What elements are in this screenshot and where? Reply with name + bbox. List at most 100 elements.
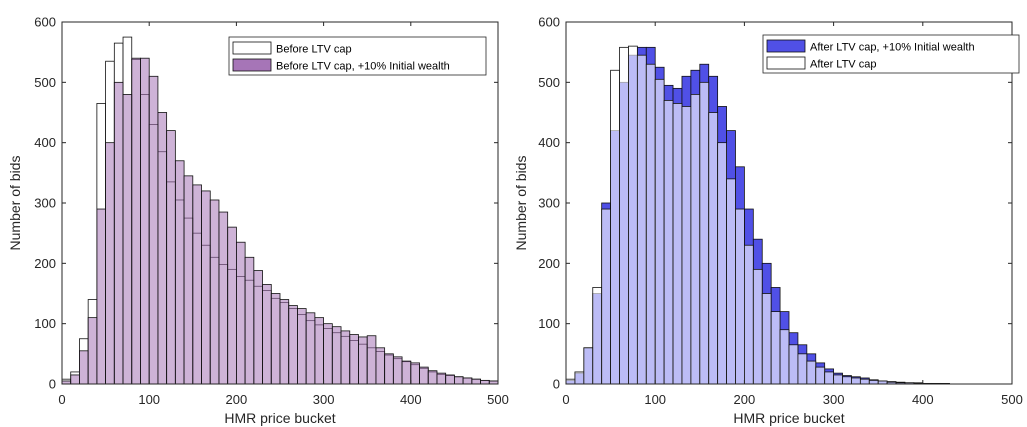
bar xyxy=(797,353,808,385)
y-tick-label: 300 xyxy=(34,196,56,211)
bar xyxy=(270,293,281,385)
bar xyxy=(672,103,683,385)
bar xyxy=(401,360,412,385)
legend-label: Before LTV cap xyxy=(276,44,352,56)
legend-box xyxy=(228,36,487,76)
bar xyxy=(113,81,124,385)
bar xyxy=(262,284,272,385)
bar xyxy=(480,379,490,385)
bar xyxy=(305,312,316,385)
legend-box xyxy=(762,34,1020,74)
x-tick-label: 200 xyxy=(226,392,248,407)
bar xyxy=(610,69,620,385)
legend-label: Before LTV cap, +10% Initial wealth xyxy=(276,61,450,73)
bar xyxy=(645,63,656,385)
bar xyxy=(565,378,576,385)
y-tick-label: 500 xyxy=(34,75,56,90)
x-tick-label: 0 xyxy=(562,392,569,407)
bar xyxy=(833,374,843,385)
bar xyxy=(859,378,870,385)
bar xyxy=(574,371,585,385)
bar xyxy=(636,54,647,385)
legend-swatch xyxy=(232,58,272,72)
x-axis-label: HMR price bucket xyxy=(224,410,335,426)
bar xyxy=(436,372,447,385)
y-tick-label: 400 xyxy=(538,135,560,150)
bar xyxy=(681,106,692,385)
bar xyxy=(726,178,736,385)
bar xyxy=(183,175,194,385)
bar xyxy=(410,362,420,385)
x-tick-label: 400 xyxy=(400,392,422,407)
bar xyxy=(218,211,229,385)
legend-swatch xyxy=(232,41,272,55)
bar xyxy=(471,378,481,385)
x-tick-label: 100 xyxy=(138,392,160,407)
bar xyxy=(253,270,263,385)
x-tick-label: 300 xyxy=(313,392,335,407)
bar xyxy=(663,100,674,385)
bar xyxy=(166,130,176,385)
bar xyxy=(384,353,394,385)
bar xyxy=(770,311,781,385)
bar xyxy=(735,208,745,385)
bar xyxy=(192,184,202,385)
bar xyxy=(87,317,98,385)
bar xyxy=(654,78,665,385)
bar xyxy=(788,344,799,385)
y-tick-label: 500 xyxy=(538,75,560,90)
bar xyxy=(122,94,133,385)
x-tick-label: 200 xyxy=(734,392,756,407)
y-tick-label: 300 xyxy=(538,196,560,211)
bar xyxy=(96,208,106,385)
bar xyxy=(201,190,211,385)
bar xyxy=(314,317,325,385)
series-2 xyxy=(565,45,942,385)
series-2 xyxy=(61,57,499,385)
x-tick-label: 0 xyxy=(58,392,65,407)
bar xyxy=(392,356,403,385)
bar xyxy=(105,142,115,385)
y-tick-label: 400 xyxy=(34,135,56,150)
bar xyxy=(744,244,754,385)
bar xyxy=(174,160,185,385)
legend: Before LTV cap Before LTV cap, +10% Initi… xyxy=(228,36,487,76)
bar xyxy=(427,370,438,385)
bar xyxy=(717,142,727,385)
x-tick-label: 300 xyxy=(823,392,845,407)
bar xyxy=(331,326,342,385)
y-tick-label: 0 xyxy=(553,377,560,392)
bar xyxy=(453,376,464,385)
x-tick-label: 500 xyxy=(487,392,509,407)
bar xyxy=(157,112,168,385)
x-tick-label: 500 xyxy=(1001,392,1023,407)
bar xyxy=(628,45,638,385)
bar xyxy=(619,46,629,385)
bar xyxy=(699,81,710,385)
bar xyxy=(227,226,237,385)
legend-swatch xyxy=(766,39,806,53)
y-axis-label: Number of bids xyxy=(513,156,529,251)
y-tick-label: 100 xyxy=(538,316,560,331)
bar xyxy=(851,377,861,385)
x-tick-label: 400 xyxy=(912,392,934,407)
bar xyxy=(419,366,429,385)
bar xyxy=(349,334,359,385)
legend-label: After LTV cap, +10% Initial wealth xyxy=(810,42,975,54)
legend-label: After LTV cap xyxy=(810,59,876,71)
bar xyxy=(140,57,150,385)
bar xyxy=(279,299,290,385)
bar xyxy=(235,241,246,385)
bar xyxy=(70,374,80,385)
bar xyxy=(815,366,826,385)
bar xyxy=(131,57,141,385)
bar xyxy=(779,329,790,385)
bar xyxy=(868,379,879,385)
x-axis-label: HMR price bucket xyxy=(733,410,844,426)
bar xyxy=(148,75,159,385)
bar xyxy=(297,308,307,385)
x-tick-label: 100 xyxy=(644,392,666,407)
bar xyxy=(806,360,817,385)
bar xyxy=(708,112,719,385)
bar xyxy=(592,287,603,385)
